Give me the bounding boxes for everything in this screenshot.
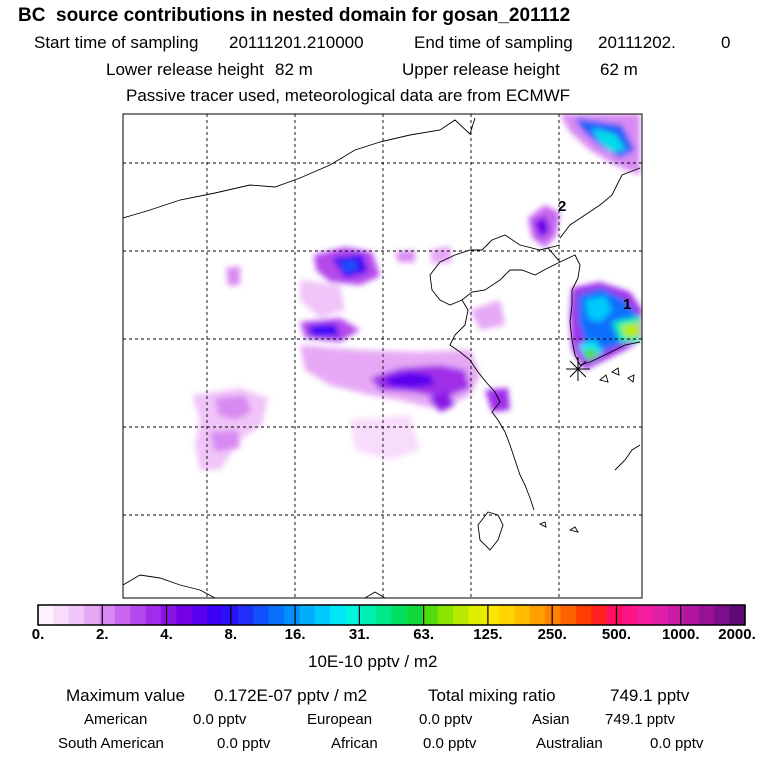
- region-value: 0.0 pptv: [419, 711, 473, 728]
- region-name: Australian: [536, 735, 603, 752]
- colorbar-swatch: [360, 605, 377, 625]
- region-value: 0.0 pptv: [650, 735, 704, 752]
- start-time-label: Start time of sampling: [34, 33, 199, 52]
- region-name: African: [331, 735, 378, 752]
- tracer-note: Passive tracer used, meteorological data…: [126, 86, 571, 105]
- colorbar-swatch: [84, 605, 100, 625]
- end-time-label: End time of sampling: [414, 33, 573, 52]
- colorbar-swatch: [68, 605, 85, 625]
- lower-height-value: 82 m: [275, 60, 313, 79]
- colorbar-swatch: [452, 605, 469, 625]
- colorbar-tick-label: 16.: [284, 626, 306, 643]
- colorbar-swatch: [176, 605, 193, 625]
- region-name: American: [84, 711, 148, 728]
- colorbar-swatch: [652, 605, 669, 625]
- colorbar-tick-label: 500.: [601, 626, 632, 643]
- colorbar-swatch: [499, 605, 515, 625]
- region-value: 0.0 pptv: [217, 735, 271, 752]
- region-name: European: [307, 711, 373, 728]
- colorbar-swatch: [529, 605, 546, 625]
- colorbar-swatch: [283, 605, 300, 625]
- colorbar-swatch: [422, 605, 439, 625]
- region-value: 0.0 pptv: [193, 711, 247, 728]
- colorbar-swatch: [299, 605, 316, 625]
- colorbar-swatch: [468, 605, 485, 625]
- map-annotation-2: 2: [558, 198, 566, 215]
- colorbar-swatch: [130, 605, 146, 625]
- colorbar-swatch: [160, 605, 177, 625]
- colorbar-swatch: [637, 605, 654, 625]
- max-value: 0.172E-07 pptv / m2: [214, 686, 368, 705]
- colorbar-tick-label: 1000.: [661, 626, 700, 643]
- colorbar-swatch: [729, 605, 746, 625]
- map-annotation-1: 1: [623, 296, 631, 313]
- lat-lon-grid: [123, 114, 642, 598]
- colorbar-tick-label: 8.: [224, 626, 238, 643]
- colorbar-swatch: [606, 605, 623, 625]
- lower-height-label: Lower release height: [106, 60, 264, 79]
- receptor-star-icon: [566, 357, 590, 381]
- end-time-suffix: 0: [721, 33, 731, 52]
- colorbar-swatch: [314, 605, 331, 625]
- colorbar-tick-label: 31.: [348, 626, 370, 643]
- colorbar-swatch: [376, 605, 392, 625]
- colorbar-tick-label: 2.: [96, 626, 109, 643]
- colorbar-swatch: [437, 605, 454, 625]
- colorbar-swatch: [330, 605, 346, 625]
- colorbar-swatch: [53, 605, 70, 625]
- plot-title: BC source contributions in nested domain…: [18, 5, 571, 26]
- colorbar-tick-label: 0.: [31, 626, 45, 643]
- colorbar-unit: 10E-10 pptv / m2: [308, 652, 438, 671]
- colorbar-swatch: [38, 605, 54, 625]
- colorbar-swatch: [345, 605, 362, 625]
- colorbar-swatch: [668, 605, 684, 625]
- colorbar-tick-label: 2000.: [718, 626, 756, 643]
- concentration-field: [192, 114, 642, 470]
- region-value: 0.0 pptv: [423, 735, 477, 752]
- colorbar-swatch: [560, 605, 577, 625]
- colorbar-swatch: [514, 605, 531, 625]
- coastline-lines: [123, 117, 641, 598]
- colorbar-swatch: [268, 605, 285, 625]
- colorbar-swatch: [391, 605, 408, 625]
- colorbar-tick-label: 63.: [413, 626, 435, 643]
- max-value-label: Maximum value: [66, 686, 186, 705]
- colorbar-frame: [37, 604, 746, 626]
- colorbar-swatch: [698, 605, 715, 625]
- colorbar-swatch: [714, 605, 731, 625]
- colorbar-tick-label: 4.: [160, 626, 173, 643]
- upper-height-value: 62 m: [600, 60, 638, 79]
- colorbar: [37, 604, 746, 626]
- region-name: Asian: [532, 711, 570, 728]
- colorbar-tick-label: 250.: [537, 626, 567, 643]
- total-mixing-value: 749.1 pptv: [610, 686, 690, 705]
- colorbar-swatch: [191, 605, 208, 625]
- start-time-value: 20111201.210000: [229, 33, 364, 52]
- colorbar-swatch: [114, 605, 131, 625]
- colorbar-tick-label: 125.: [473, 626, 503, 643]
- colorbar-swatch: [99, 605, 116, 625]
- colorbar-swatch: [207, 605, 223, 625]
- upper-height-label: Upper release height: [402, 60, 560, 79]
- region-name: South American: [58, 735, 164, 752]
- colorbar-swatch: [622, 605, 638, 625]
- colorbar-swatch: [575, 605, 592, 625]
- colorbar-swatch: [253, 605, 269, 625]
- total-mixing-label: Total mixing ratio: [428, 686, 556, 705]
- colorbar-swatch: [591, 605, 608, 625]
- end-time-value: 20111202.: [598, 33, 676, 52]
- colorbar-swatch: [545, 605, 561, 625]
- colorbar-swatch: [145, 605, 162, 625]
- region-value: 749.1 pptv: [605, 711, 676, 728]
- colorbar-swatch: [406, 605, 423, 625]
- colorbar-swatch: [483, 605, 500, 625]
- colorbar-swatch: [683, 605, 700, 625]
- map-frame: [122, 113, 643, 599]
- colorbar-swatch: [237, 605, 254, 625]
